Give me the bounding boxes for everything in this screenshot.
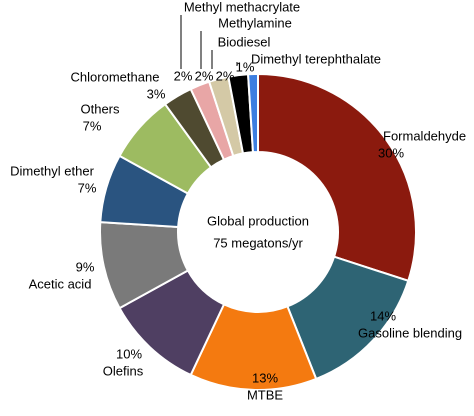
value-label: 13%	[252, 370, 278, 385]
category-label: Olefins	[103, 363, 144, 378]
category-label: Others	[80, 101, 120, 116]
value-label: 7%	[78, 180, 97, 195]
value-label: 3%	[147, 86, 166, 101]
category-label: Chloromethane	[71, 69, 160, 84]
value-label: 14%	[370, 308, 396, 323]
category-label: Gasoline blending	[358, 325, 462, 340]
slice	[257, 72, 417, 283]
value-label: 9%	[76, 259, 95, 274]
category-label: Formaldehyde	[383, 128, 466, 143]
category-label: MTBE	[247, 387, 283, 402]
value-label: 2%	[174, 68, 193, 83]
value-label: 30%	[378, 145, 404, 160]
value-label: 1%	[236, 59, 255, 74]
value-label: 10%	[116, 346, 142, 361]
center-text: Global production	[207, 213, 309, 228]
value-label: 7%	[83, 118, 102, 133]
center-text: 75 megatons/yr	[213, 235, 303, 250]
slice	[247, 72, 259, 154]
category-label: Methyl methacrylate	[184, 0, 300, 14]
value-label: 2%	[216, 68, 235, 83]
category-label: Dimethyl ether	[10, 163, 94, 178]
category-label: Biodiesel	[218, 34, 271, 49]
category-label: Methylamine	[218, 15, 292, 30]
value-label: 2%	[195, 68, 214, 83]
category-label: Dimethyl terephthalate	[251, 51, 381, 66]
category-label: Acetic acid	[29, 276, 92, 291]
